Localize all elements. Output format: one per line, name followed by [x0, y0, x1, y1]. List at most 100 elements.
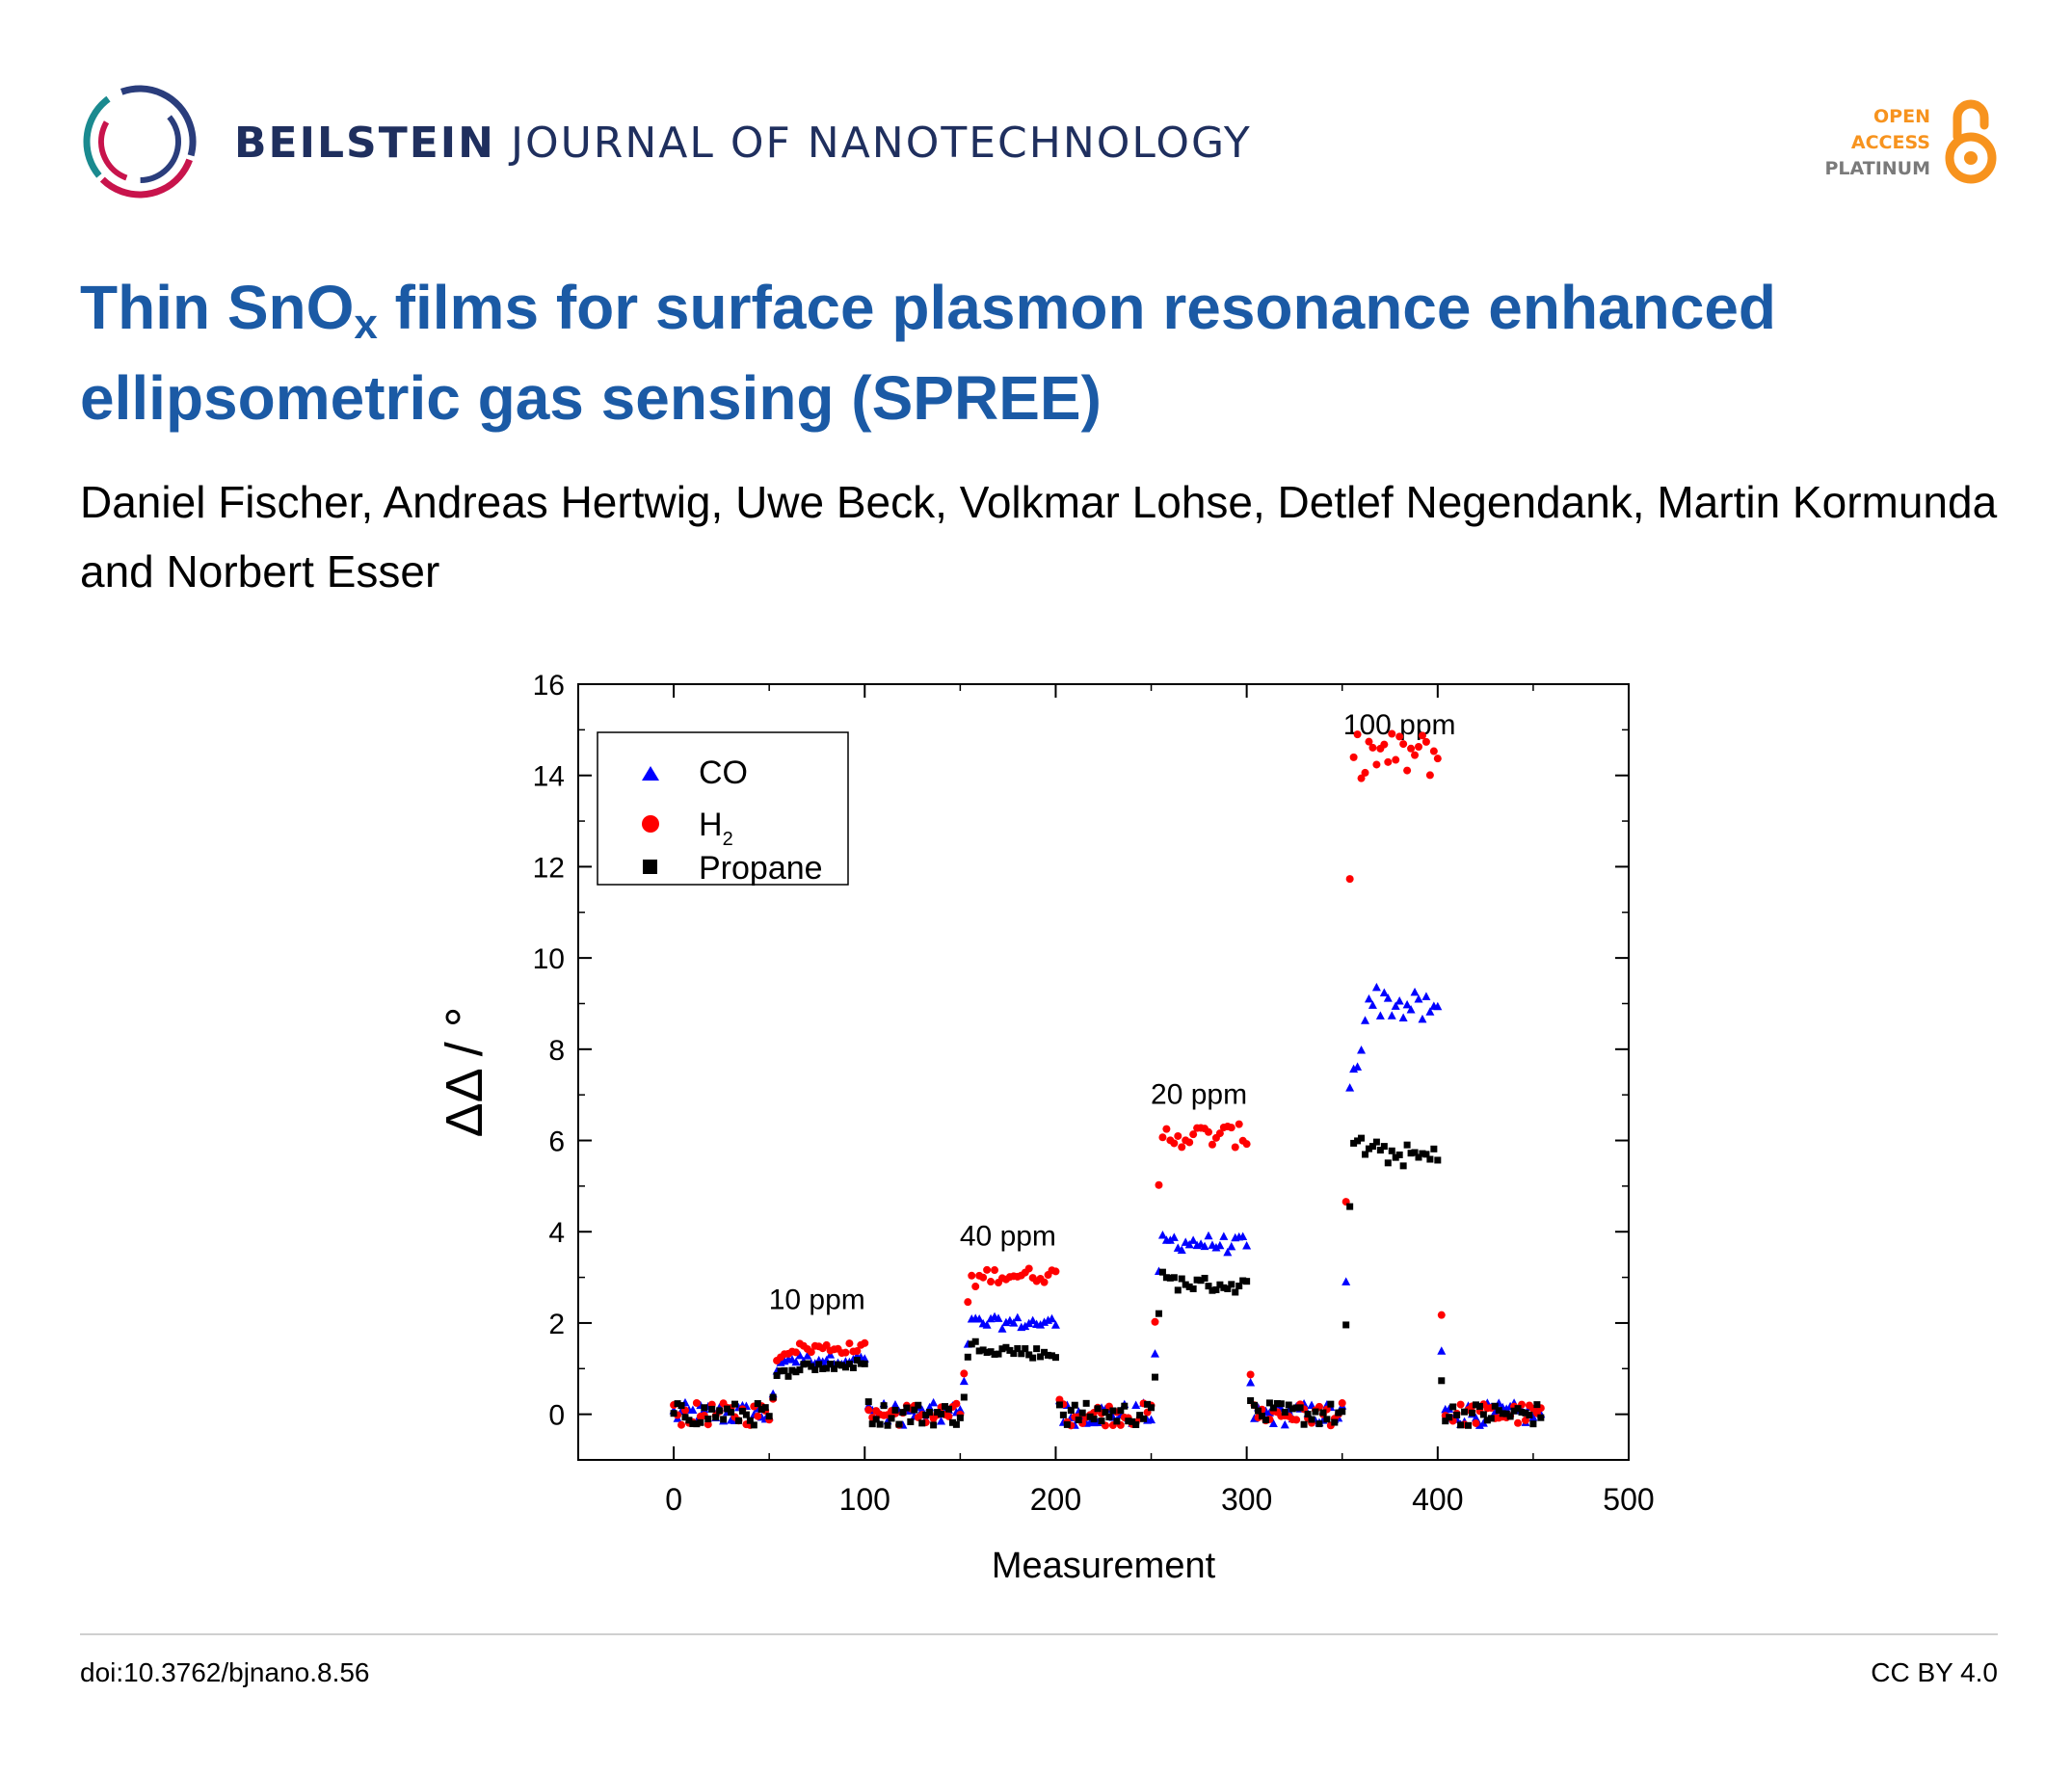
data-point-propane: [891, 1406, 899, 1414]
data-point-propane: [1327, 1400, 1335, 1408]
data-point-propane: [987, 1348, 995, 1356]
data-point-co: [1177, 1245, 1186, 1254]
data-point-h2: [964, 1298, 972, 1307]
data-point-h2: [1151, 1317, 1159, 1326]
data-point-h2: [1345, 875, 1354, 884]
data-point-propane: [1438, 1377, 1446, 1385]
data-point-propane: [1212, 1285, 1220, 1293]
data-point-propane: [1051, 1354, 1059, 1362]
data-point-co: [1151, 1349, 1160, 1358]
data-point-propane: [1075, 1417, 1082, 1424]
data-point-propane: [1453, 1411, 1461, 1418]
data-point-propane: [1113, 1417, 1121, 1425]
data-point-propane: [831, 1364, 838, 1372]
data-point-propane: [1152, 1373, 1159, 1381]
data-point-propane: [1495, 1407, 1502, 1415]
data-point-h2: [1246, 1370, 1255, 1379]
data-point-co: [1204, 1231, 1213, 1240]
data-point-propane: [930, 1421, 938, 1429]
data-point-co: [1402, 999, 1412, 1009]
data-point-propane: [754, 1400, 761, 1408]
data-point-co: [791, 1357, 801, 1366]
data-point-propane: [845, 1360, 853, 1367]
data-point-co: [1425, 1007, 1435, 1016]
data-point-propane: [1125, 1417, 1132, 1425]
data-point-co: [1406, 1004, 1416, 1014]
data-point-propane: [708, 1405, 716, 1413]
data-point-propane: [1029, 1354, 1037, 1362]
data-point-propane: [1372, 1138, 1380, 1146]
data-point-propane: [769, 1393, 777, 1401]
data-point-propane: [670, 1410, 677, 1417]
data-point-propane: [1251, 1401, 1259, 1409]
data-point-propane: [1235, 1283, 1243, 1290]
data-point-propane: [773, 1371, 781, 1379]
data-point-propane: [1499, 1410, 1506, 1417]
data-point-propane: [1265, 1399, 1273, 1407]
data-point-propane: [1216, 1281, 1224, 1288]
data-point-h2: [1178, 1143, 1186, 1152]
data-point-propane: [1288, 1405, 1296, 1413]
data-point-propane: [1479, 1411, 1487, 1418]
data-point-h2: [853, 1347, 862, 1356]
legend-co-label: CO: [699, 755, 748, 791]
data-point-h2: [807, 1348, 815, 1357]
data-point-propane: [864, 1398, 872, 1406]
data-point-co: [1375, 1011, 1385, 1020]
data-point-propane: [1331, 1418, 1339, 1426]
data-point-propane: [1224, 1285, 1232, 1292]
data-point-h2: [1208, 1140, 1216, 1149]
data-point-propane: [823, 1364, 831, 1372]
data-point-co: [1341, 1277, 1351, 1285]
y-tick-label: 8: [548, 1035, 565, 1067]
data-point-propane: [728, 1408, 735, 1416]
data-point-co: [1184, 1239, 1194, 1249]
data-point-propane: [1388, 1147, 1395, 1154]
legend-propane-marker: [643, 860, 657, 874]
doi-text: doi:10.3762/bjnano.8.56: [80, 1657, 370, 1687]
data-point-propane: [1228, 1281, 1235, 1288]
data-point-propane: [746, 1417, 754, 1424]
data-point-propane: [964, 1353, 971, 1361]
title-part-2: films for surface plasmon resonance enha…: [80, 273, 1777, 433]
data-point-propane: [1308, 1416, 1315, 1423]
data-point-propane: [1315, 1420, 1323, 1428]
data-point-co: [803, 1351, 812, 1360]
data-point-propane: [1255, 1407, 1262, 1415]
data-point-propane: [1006, 1346, 1014, 1354]
data-point-propane: [857, 1360, 864, 1367]
data-point-propane: [899, 1409, 907, 1417]
data-point-propane: [1178, 1275, 1185, 1283]
data-point-propane: [1304, 1411, 1312, 1418]
data-point-h2: [1365, 737, 1373, 746]
y-tick-label: 14: [533, 761, 565, 793]
data-point-propane: [1483, 1417, 1491, 1424]
data-point-propane: [724, 1405, 731, 1413]
data-point-propane: [677, 1402, 685, 1410]
legend-h2-sub: 2: [723, 829, 733, 850]
data-point-propane: [1182, 1281, 1189, 1288]
data-point-co: [955, 1405, 965, 1414]
data-point-propane: [792, 1368, 800, 1376]
data-point-propane: [861, 1360, 868, 1367]
data-point-co: [959, 1376, 969, 1386]
data-point-propane: [1277, 1400, 1285, 1408]
data-point-propane: [1346, 1203, 1354, 1210]
data-point-propane: [1430, 1145, 1438, 1152]
data-point-propane: [1117, 1407, 1125, 1415]
data-point-propane: [1209, 1286, 1216, 1294]
data-point-co: [1013, 1312, 1023, 1322]
data-point-propane: [1193, 1276, 1201, 1284]
data-point-co: [1157, 1230, 1167, 1239]
data-point-propane: [1422, 1151, 1430, 1158]
data-point-propane: [938, 1410, 945, 1417]
data-point-h2: [944, 1412, 953, 1420]
data-point-h2: [677, 1420, 686, 1429]
beilstein-logo-icon: [83, 85, 197, 199]
data-point-co: [929, 1397, 939, 1407]
y-tick-label: 12: [533, 852, 565, 884]
data-point-h2: [1399, 740, 1408, 749]
data-point-h2: [983, 1265, 992, 1274]
data-point-propane: [1078, 1409, 1086, 1417]
data-point-propane: [674, 1400, 681, 1408]
